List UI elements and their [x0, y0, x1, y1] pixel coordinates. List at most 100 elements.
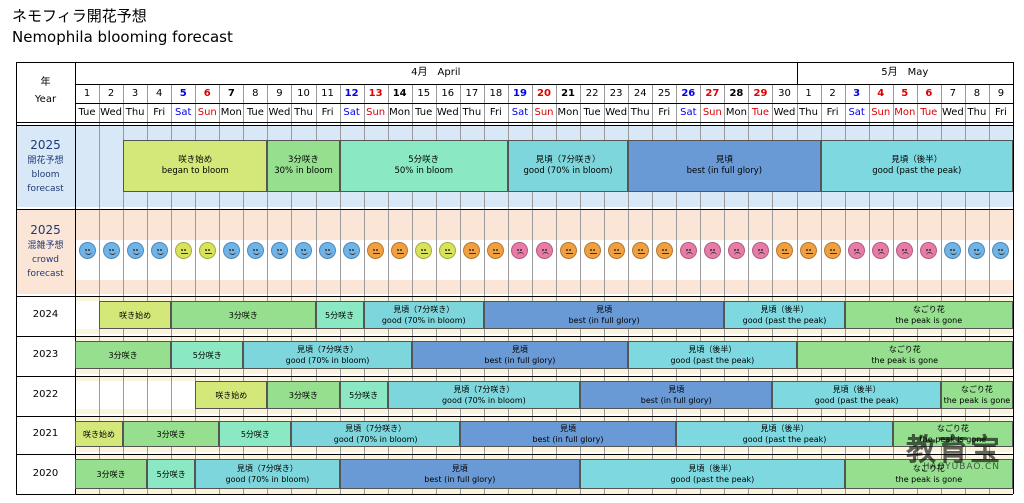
crowd-face-icon	[703, 242, 721, 259]
crowd-face-icon	[679, 242, 697, 259]
bloom-stage-band: 見頃（7分咲き） good (70% in bloom)	[243, 341, 412, 369]
band-label-ja: 5分咲き	[156, 469, 186, 479]
day-gridline	[195, 84, 196, 494]
month-label: 4月 April	[411, 67, 461, 78]
forecast-label-ja: 開花予想	[27, 155, 64, 166]
band-label-en: the peak is gone	[871, 356, 939, 365]
weekday-label: Sun	[197, 107, 217, 118]
row-divider	[16, 125, 1013, 126]
table-right-border	[1013, 62, 1014, 494]
day-gridline	[700, 84, 701, 494]
forecast-row-label: 2025 開花予想 bloom forecast	[16, 125, 75, 207]
weekday-label: Mon	[389, 107, 411, 118]
history-year-label: 2024	[32, 309, 59, 320]
band-label-ja: 見頃	[715, 155, 733, 165]
crowd-face-icon	[150, 242, 168, 259]
weekday-label: Wed	[268, 107, 291, 118]
day-gridline	[508, 84, 509, 494]
crowd-face-icon	[872, 242, 890, 259]
day-number: 6	[925, 88, 933, 99]
band-label-ja: 3分咲き	[288, 390, 319, 400]
day-number: 27	[705, 88, 720, 99]
day-number: 28	[729, 88, 744, 99]
day-gridline	[316, 84, 317, 494]
day-gridline	[965, 84, 966, 494]
band-label-ja: 見頃（後半）	[760, 305, 809, 314]
weekday-label: Wed	[773, 107, 796, 118]
day-number: 23	[609, 88, 623, 99]
weekday-label: Sat	[848, 107, 865, 118]
day-gridline	[748, 84, 749, 494]
band-label-en: best (in full glory)	[640, 396, 712, 405]
crowd-face-icon	[222, 242, 240, 259]
day-number: 22	[585, 88, 599, 99]
bloom-stage-band: 咲き始め	[195, 381, 268, 409]
weekday-label: Thu	[462, 107, 482, 118]
bloom-stage-band: 3分咲き	[171, 301, 316, 329]
band-label-en: the peak is gone	[895, 316, 963, 325]
bloom-stage-band: なごり花 the peak is gone	[844, 459, 1013, 489]
band-label-en: good (70% in bloom)	[225, 475, 310, 484]
row-divider	[16, 454, 1013, 455]
band-label-ja: 見頃（後半）	[832, 385, 881, 394]
bloom-stage-band: 見頃（後半） good (past the peak)	[772, 381, 941, 409]
row-divider	[16, 209, 1013, 210]
forecast-year: 2025	[30, 137, 61, 152]
band-label-ja: 見頃（後半）	[688, 345, 737, 354]
row-divider	[16, 336, 1013, 337]
bloom-stage-band: 見頃（後半） good (past the peak)	[820, 140, 1013, 192]
month-divider	[797, 62, 798, 84]
day-number: 9	[997, 88, 1005, 99]
band-label-en: best (in full glory)	[686, 166, 763, 176]
bloom-stage-band: 3分咲き	[123, 421, 220, 447]
day-number: 7	[227, 88, 235, 99]
band-label-ja: なごり花	[888, 345, 921, 354]
weekday-label: Sat	[680, 107, 697, 118]
weekday-label: Sun	[702, 107, 722, 118]
weekday-label: Wed	[605, 107, 628, 118]
band-label-ja: 見頃（7分咲き）	[453, 385, 515, 394]
bloom-stage-band: 5分咲き	[315, 301, 364, 329]
day-gridline	[243, 84, 244, 494]
day-number: 7	[949, 88, 957, 99]
crowd-label-en: crowd	[31, 255, 60, 265]
band-label-ja: 3分咲き	[96, 469, 126, 479]
band-label-en: good (70% in bloom)	[333, 435, 418, 444]
row-divider	[16, 296, 1013, 297]
bloom-stage-band: 見頃 best (in full glory)	[483, 301, 725, 329]
crowd-face-icon	[463, 242, 481, 259]
day-gridline	[171, 84, 172, 494]
weekday-label: Tue	[246, 107, 264, 118]
weekday-label: Mon	[894, 107, 916, 118]
day-gridline	[845, 84, 846, 494]
day-number: 21	[561, 88, 575, 99]
band-label-en: good (70% in bloom)	[381, 316, 466, 325]
bloom-stage-band: 見頃（7分咲き） good (70% in bloom)	[195, 459, 340, 489]
crowd-face-icon	[439, 242, 457, 259]
crowd-face-icon	[559, 242, 577, 259]
bloom-stage-band: 咲き始め	[99, 301, 172, 329]
crowd-face-icon	[487, 242, 505, 259]
day-number: 26	[681, 88, 696, 99]
forecast-label-en: forecast	[27, 183, 64, 194]
band-label-ja: 咲き始め	[83, 429, 116, 439]
table-left-border	[16, 62, 17, 494]
bloom-stage-band: 5分咲き	[339, 381, 388, 409]
watermark-url: JIAOYUBAO.CN	[923, 462, 1000, 472]
bloom-stage-band: 見頃 best (in full glory)	[628, 140, 821, 192]
weekday-label: Fri	[826, 107, 839, 118]
bloom-stage-band: 見頃（後半） good (past the peak)	[628, 341, 797, 369]
weekday-label: Thu	[294, 107, 313, 118]
row-divider	[16, 494, 1013, 495]
bloom-stage-band: 3分咲き	[75, 341, 172, 369]
day-number: 2	[829, 88, 836, 99]
day-number: 2	[107, 88, 115, 99]
band-label-en: good (70% in bloom)	[441, 396, 526, 405]
band-label-en: good (past the peak)	[670, 475, 755, 484]
bloom-stage-band: 見頃 best (in full glory)	[580, 381, 773, 409]
bloom-stage-band: 見頃（7分咲き） good (70% in bloom)	[291, 421, 460, 447]
day-number: 29	[753, 88, 768, 99]
bloom-stage-band: 咲き始め	[75, 421, 124, 447]
crowd-face-icon	[102, 242, 120, 259]
